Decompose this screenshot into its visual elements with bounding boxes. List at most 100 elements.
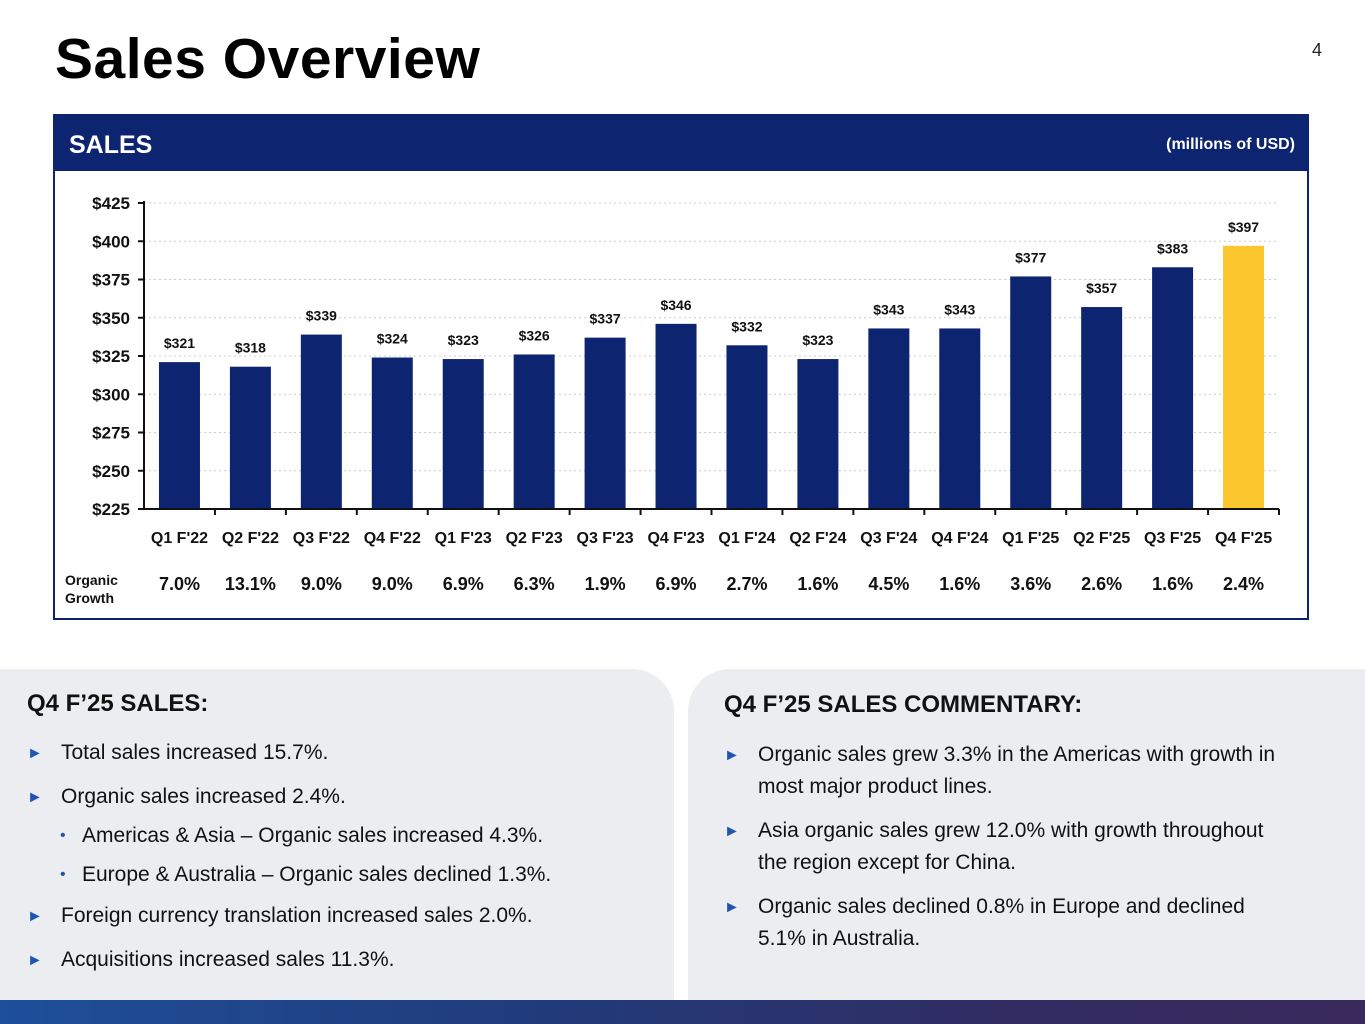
- triangle-right-icon: ►: [27, 789, 43, 806]
- bar: [1223, 245, 1265, 509]
- bullet-text-line: the region except for China.: [758, 851, 1016, 874]
- sales-commentary-heading: Q4 F’25 SALES COMMENTARY:: [724, 691, 1083, 718]
- x-tick-label: Q3 F'22: [293, 530, 350, 547]
- x-tick-label: Q3 F'23: [577, 530, 634, 547]
- x-tick-label: Q1 F'23: [435, 530, 492, 547]
- x-tick-label: Q2 F'23: [506, 530, 563, 547]
- organic-growth-value: 3.6%: [1010, 574, 1051, 594]
- x-tick-label: Q3 F'25: [1144, 530, 1201, 547]
- triangle-right-icon: ►: [27, 908, 43, 925]
- bar: [158, 362, 200, 509]
- bullet-text-line: Organic sales grew 3.3% in the Americas …: [758, 743, 1276, 766]
- q4-sales-heading: Q4 F’25 SALES:: [27, 690, 209, 717]
- sub-bullet-text: Europe & Australia – Organic sales decli…: [82, 863, 552, 886]
- bar: [1010, 276, 1052, 509]
- bar-value-label: $357: [1086, 280, 1117, 296]
- triangle-right-icon: ►: [27, 745, 43, 762]
- bar-value-label: $343: [944, 301, 975, 317]
- bar: [300, 334, 342, 509]
- bar-value-label: $346: [660, 297, 691, 313]
- y-tick-label: $250: [92, 462, 130, 481]
- organic-growth-value: 9.0%: [372, 574, 413, 594]
- organic-growth-value: 6.3%: [514, 574, 555, 594]
- x-tick-label: Q1 F'22: [151, 530, 208, 547]
- sales-chart-panel: SALES (millions of USD) $225 $250 $275 $300…: [53, 114, 1309, 620]
- organic-growth-value: 1.6%: [939, 574, 980, 594]
- y-tick-label: $375: [92, 271, 130, 290]
- organic-growth-value: 4.5%: [868, 574, 909, 594]
- bar-value-label: $321: [164, 335, 195, 351]
- organic-growth-value: 7.0%: [159, 574, 200, 594]
- y-tick-label: $225: [92, 500, 130, 519]
- y-tick-label: $350: [92, 309, 130, 328]
- bullet-text-line: Asia organic sales grew 12.0% with growt…: [758, 819, 1264, 842]
- y-tick-label: $325: [92, 347, 130, 366]
- bar: [1152, 267, 1194, 509]
- chart-title: SALES: [69, 131, 153, 159]
- bar-value-label: $377: [1015, 249, 1046, 265]
- sales-commentary-panel: Q4 F’25 SALES COMMENTARY: ► Organic sale…: [688, 669, 1365, 1009]
- organic-growth-label: Organic Growth: [65, 572, 118, 606]
- y-tick-label: $400: [92, 232, 130, 251]
- bullet-text-line: Organic sales declined 0.8% in Europe an…: [758, 895, 1245, 918]
- sales-bar-chart: $225 $250 $275 $300 $325 $350 $375 $400 $425 $321…: [92, 194, 1280, 594]
- organic-growth-value: 13.1%: [225, 574, 276, 594]
- bullet-text-line: most major product lines.: [758, 775, 993, 798]
- page-number: 4: [1312, 40, 1323, 60]
- chart-unit-note: (millions of USD): [1166, 136, 1295, 153]
- x-tick-label: Q4 F'24: [931, 530, 988, 547]
- x-tick-label: Q1 F'24: [718, 530, 775, 547]
- bar: [726, 345, 768, 509]
- bar-value-label: $323: [448, 332, 479, 348]
- triangle-right-icon: ►: [27, 952, 43, 969]
- x-tick-label: Q3 F'24: [860, 530, 917, 547]
- bar: [229, 366, 271, 509]
- organic-growth-value: 1.9%: [585, 574, 626, 594]
- bullet-text: Total sales increased 15.7%.: [61, 741, 329, 764]
- x-tick-label: Q4 F'25: [1215, 530, 1272, 547]
- y-tick-label: $300: [92, 385, 130, 404]
- organic-growth-value: 2.7%: [726, 574, 767, 594]
- bar: [442, 359, 484, 509]
- bar-value-label: $323: [802, 332, 833, 348]
- x-tick-label: Q1 F'25: [1002, 530, 1059, 547]
- bar-value-label: $383: [1157, 240, 1188, 256]
- organic-growth-value: 1.6%: [1152, 574, 1193, 594]
- x-tick-label: Q2 F'22: [222, 530, 279, 547]
- chart-header: SALES (millions of USD): [55, 116, 1307, 171]
- sub-bullet-text: Americas & Asia – Organic sales increase…: [82, 824, 544, 847]
- organic-growth-value: 9.0%: [301, 574, 342, 594]
- bar-value-label: $337: [590, 311, 621, 327]
- bullet-text: Acquisitions increased sales 11.3%.: [61, 948, 395, 971]
- x-tick-label: Q4 F'23: [647, 530, 704, 547]
- bar-value-label: $332: [731, 318, 762, 334]
- bar: [584, 337, 626, 509]
- bar-value-label: $339: [306, 308, 337, 324]
- organic-growth-value: 2.6%: [1081, 574, 1122, 594]
- bar: [513, 354, 555, 509]
- bar: [939, 328, 981, 509]
- bar-value-label: $326: [519, 327, 550, 343]
- bar-value-label: $318: [235, 340, 266, 356]
- bar: [371, 357, 413, 509]
- organic-growth-value: 6.9%: [656, 574, 697, 594]
- bullet-text-line: 5.1% in Australia.: [758, 927, 921, 950]
- bar: [655, 323, 697, 509]
- dot-icon: •: [60, 866, 66, 883]
- bar: [868, 328, 910, 509]
- bar: [1081, 307, 1123, 509]
- organic-growth-value: 1.6%: [797, 574, 838, 594]
- triangle-right-icon: ►: [724, 823, 740, 840]
- bar: [797, 359, 839, 509]
- triangle-right-icon: ►: [724, 747, 740, 764]
- bullet-text: Organic sales increased 2.4%.: [61, 785, 346, 808]
- bar-value-label: $397: [1228, 219, 1259, 235]
- dot-icon: •: [60, 827, 66, 844]
- footer-bar: [0, 1000, 1365, 1024]
- organic-growth-value: 2.4%: [1223, 574, 1264, 594]
- bullet-text: Foreign currency translation increased s…: [61, 904, 533, 927]
- bar-value-label: $324: [377, 331, 408, 347]
- q4-sales-panel: Q4 F’25 SALES: ► Total sales increased 1…: [0, 669, 674, 1009]
- bar-value-label: $343: [873, 301, 904, 317]
- organic-growth-value: 6.9%: [443, 574, 484, 594]
